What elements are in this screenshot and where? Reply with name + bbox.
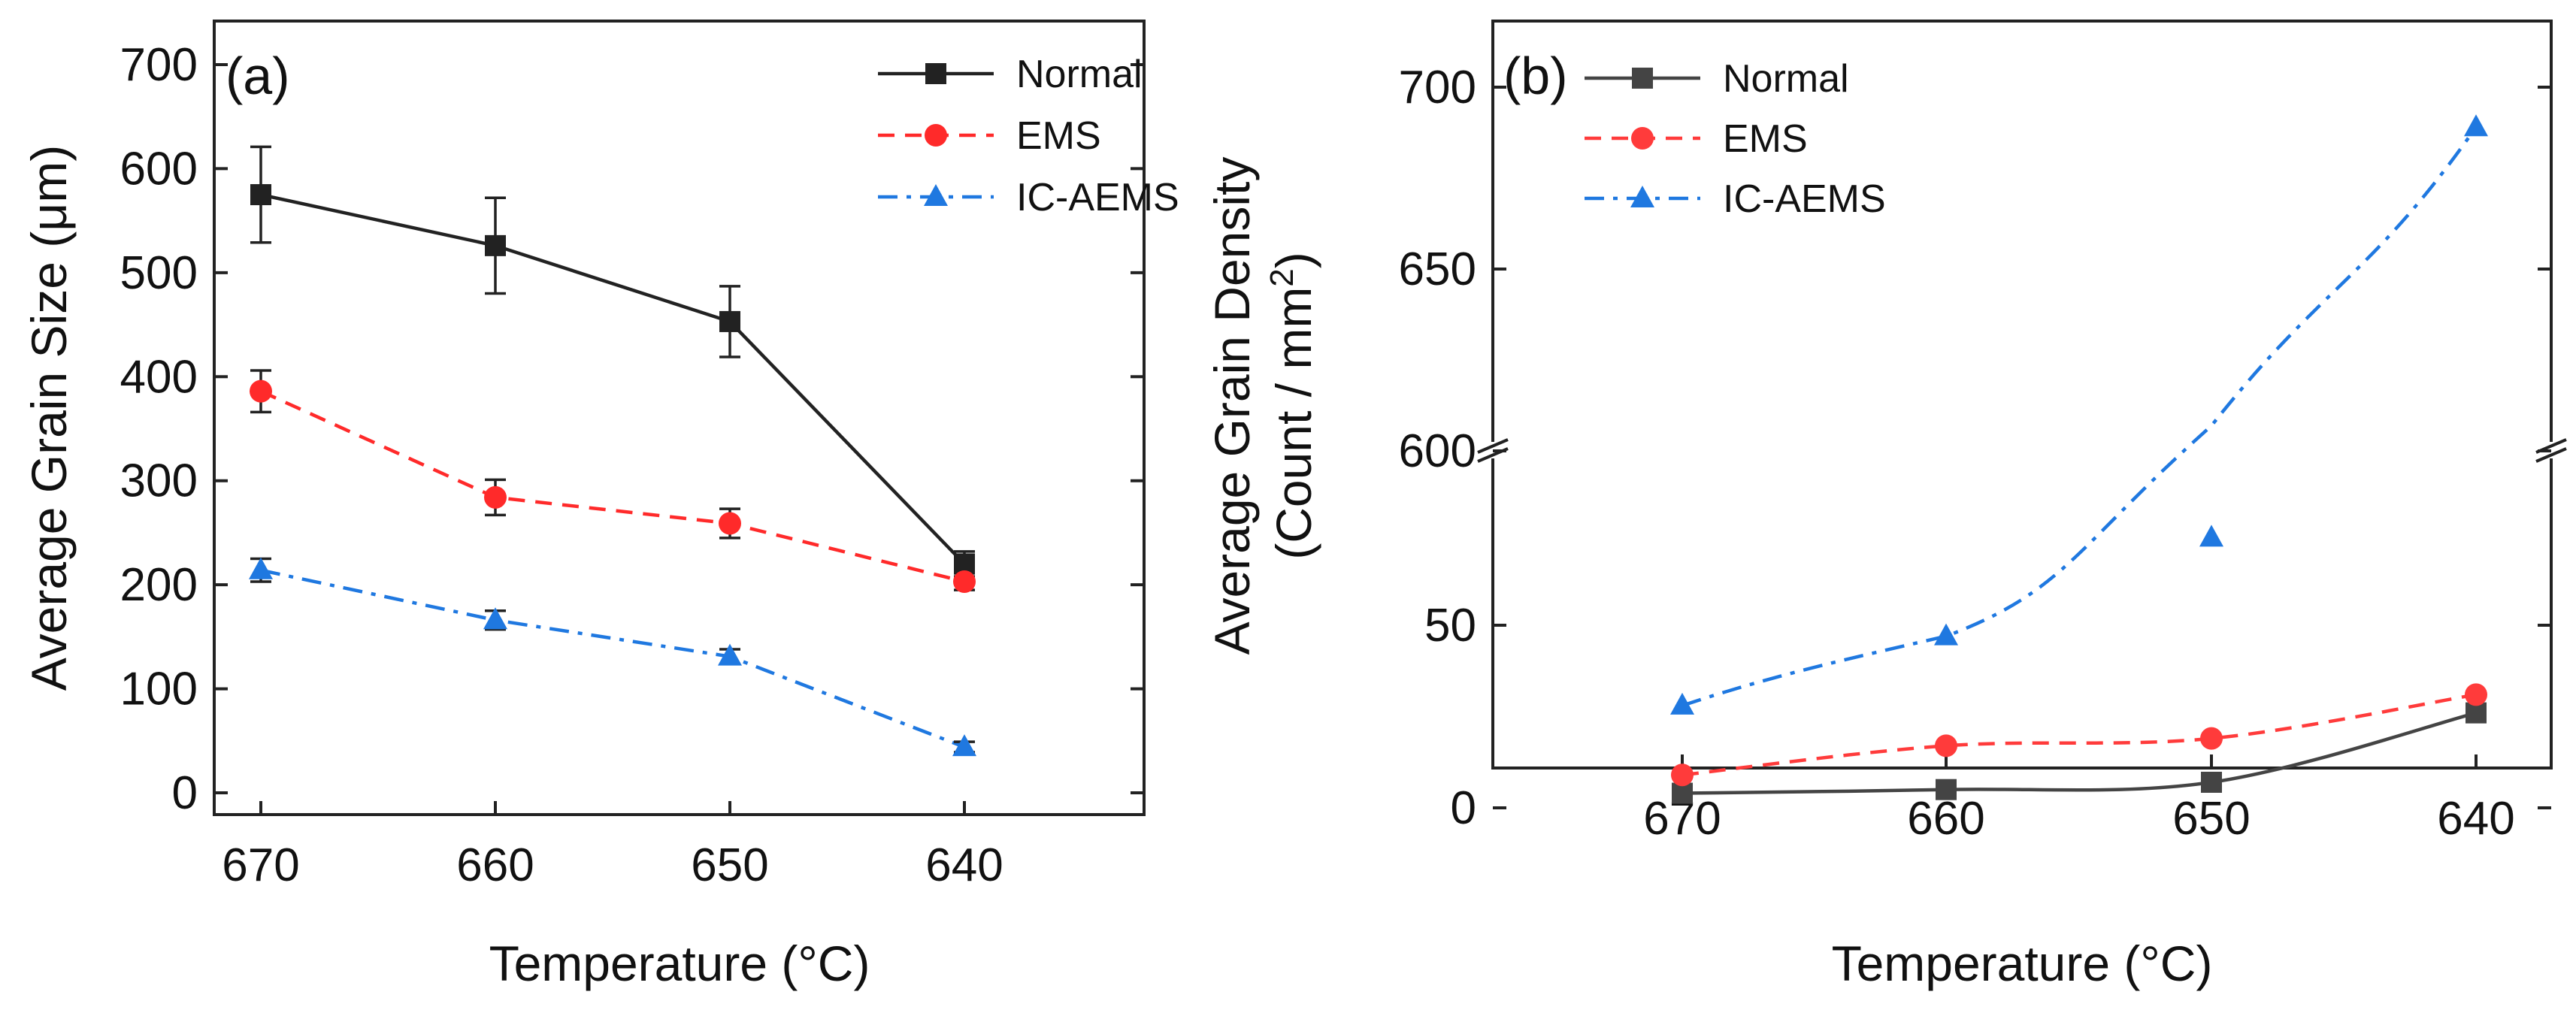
panel-a-point-normal [485,234,506,256]
panel-a-series-line-normal [260,192,966,566]
panel-a-y-tick-label: 100 [120,664,198,715]
panel-b-point-normal [1936,779,1957,800]
panel-a-legend-label: Normal [1016,53,1143,96]
panel-a-point-ic-aems [249,557,273,579]
panel-a-y-tick-label: 500 [120,247,198,299]
panel-a-point-ic-aems [483,607,507,630]
panel-a-point-ic-aems [952,734,976,757]
panel-b-legend-label: Normal [1723,57,1849,101]
panel-a-point-ems [484,485,507,509]
panel-b-point-ems [2200,727,2223,750]
panel-b-frame [1491,20,2553,770]
panel-b-legend-marker [1630,186,1654,207]
panel-a-y-tick-label: 200 [120,559,198,611]
panel-a-x-axis-title: Temperature (°C) [489,936,870,991]
panel-b-y-tick-label: 50 [1424,600,1476,652]
panel-a-point-ems [953,570,976,593]
panel-a-legend-label: EMS [1016,114,1101,158]
panel-b-legend-marker [1632,68,1653,89]
panel-a-point-normal [250,184,271,206]
panel-b-point-ic-aems [2199,525,2223,547]
panel-b-point-normal [2201,771,2222,793]
panel-b-legend-label: EMS [1723,117,1808,161]
panel-b-y-axis-title-line1: Average Grain Density [1204,157,1260,655]
panel-b-x-tick-label: 660 [1907,793,1984,845]
panel-b-legend-label: IC-AEMS [1723,177,1886,221]
panel-b-y-axis-title-line2: (Count / mm2) [1264,252,1321,560]
panel-b-y-tick-label: 600 [1399,425,1476,477]
panel-a-point-ic-aems [718,643,742,666]
panel-a-legend-marker [924,184,948,206]
panel-a-x-tick-label: 670 [222,839,299,891]
panel-a-y-tick-label: 600 [120,143,198,195]
panel-b-label: (b) [1503,47,1568,105]
panel-b-point-ems [1935,734,1957,757]
panel-b-x-tick-label: 640 [2437,793,2514,845]
panel-a-point-ems [250,379,272,403]
panel-b-point-ic-aems [1670,692,1694,715]
panel-a-legend-marker [925,63,946,84]
panel-a-point-ems [719,512,741,535]
panel-a-y-axis-title: Average Grain Size (μm) [21,145,77,691]
panel-b-series-line-ems [1682,693,2477,777]
panel-a-frame [213,20,1146,816]
panel-a-legend-label: IC-AEMS [1016,176,1179,219]
panel-a-series-line-ic-aems [260,568,965,749]
panel-a-series-line-ems [260,389,965,584]
panel-b-x-axis-title: Temperature (°C) [1832,936,2213,991]
panel-b-y-tick-label: 700 [1399,62,1476,113]
panel-a-x-tick-label: 650 [691,839,768,891]
panel-a-y-tick-label: 400 [120,351,198,403]
panel-a-x-tick-label: 660 [456,839,534,891]
panel-a-point-normal [719,310,740,332]
panel-b-point-ems [1671,763,1694,787]
panel-a-x-tick-label: 640 [925,839,1003,891]
panel-a-y-tick-label: 0 [172,767,198,819]
panel-a-legend-marker [925,124,947,147]
panel-a-y-tick-label: 300 [120,455,198,507]
panel-a-label: (a) [226,47,290,105]
panel-b-y-tick-label: 0 [1451,782,1476,834]
panel-b-legend-marker [1631,127,1654,150]
panel-b-point-ic-aems [2464,114,2488,137]
panel-b-series-line-normal [1682,711,2477,795]
panel-a-y-tick-label: 700 [120,39,198,91]
panel-b-point-ems [2465,683,2487,706]
panel-b-point-ic-aems [1934,623,1958,646]
panel-b-x-tick-label: 650 [2172,793,2250,845]
panel-b-y-tick-label: 650 [1399,243,1476,295]
